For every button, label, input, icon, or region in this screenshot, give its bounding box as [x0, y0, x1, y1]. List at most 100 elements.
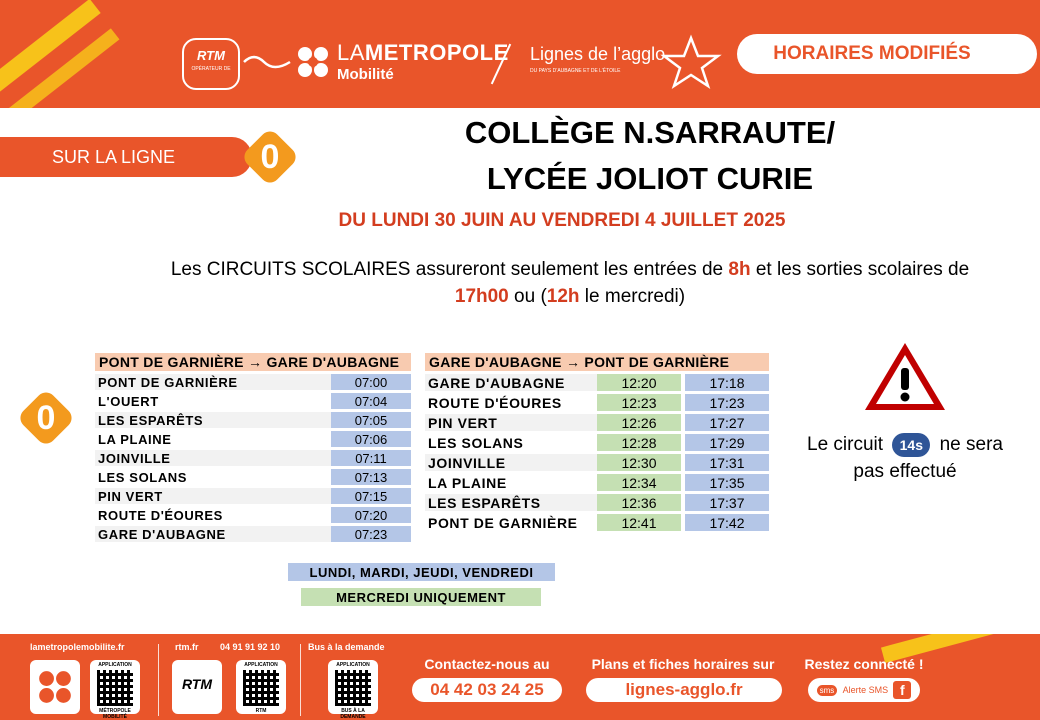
table-row: ROUTE D'ÉOURES 07:20: [95, 507, 411, 523]
rtm-logo-text: RTM: [197, 48, 225, 63]
departure-time: 07:06: [331, 431, 411, 447]
table-row: LES ESPARÊTS 12:36 17:37: [425, 494, 769, 511]
metropole-logo: LAMETROPOLE Mobilité: [295, 42, 509, 82]
stop-name: PIN VERT: [95, 488, 331, 504]
stop-name: ROUTE D'ÉOURES: [425, 394, 597, 411]
cell-gap: [681, 474, 685, 491]
qr-code-icon: [335, 670, 371, 706]
table-row: LES SOLANS 12:28 17:29: [425, 434, 769, 451]
cell-gap: [681, 494, 685, 511]
stop-name: LES ESPARÊTS: [425, 494, 597, 511]
cancellation-notice: Le circuit 14s ne sera pas effectué: [800, 432, 1010, 485]
line-banner: SUR LA LIGNE: [0, 137, 252, 177]
departure-time: 07:23: [331, 526, 411, 542]
stop-name: L'OUERT: [95, 393, 331, 409]
app-caption: APPLICATION: [98, 662, 132, 668]
return-header: GARE D'AUBAGNE → PONT DE GARNIÈRE: [425, 353, 769, 371]
footer-site-link[interactable]: rtm.fr: [175, 642, 199, 652]
weekday-time: 17:29: [685, 434, 769, 451]
departure-time: 07:15: [331, 488, 411, 504]
stop-name: GARE D'AUBAGNE: [425, 374, 597, 391]
rtm-app-logo: RTM: [172, 660, 222, 714]
table-row: GARE D'AUBAGNE 07:23: [95, 526, 411, 542]
stop-name: LA PLAINE: [95, 431, 331, 447]
notice-part: ou (: [508, 285, 547, 307]
weekday-time: 17:31: [685, 454, 769, 471]
metropole-subtitle: Mobilité: [337, 66, 394, 83]
departure-time: 07:04: [331, 393, 411, 409]
agglo-logo: Lignes de l’agglo DU PAYS D’AUBAGNE ET D…: [530, 44, 665, 74]
wave-icon: [243, 55, 291, 69]
metropole-app-logo: [30, 660, 80, 714]
star-icon: [660, 34, 722, 89]
table-row: PONT DE GARNIÈRE 07:00: [95, 374, 411, 390]
sms-icon: sms: [816, 684, 838, 696]
cell-gap: [681, 374, 685, 391]
page-title-line2: LYCÉE JOLIOT CURIE: [486, 161, 814, 196]
qr-code-rtm[interactable]: APPLICATION RTM: [236, 660, 286, 714]
metropole-mark-icon: [39, 671, 71, 703]
warning-icon: [865, 343, 945, 410]
wednesday-time: 12:34: [597, 474, 681, 491]
cancellation-prefix: Le circuit: [807, 434, 884, 455]
qr-code-icon: [243, 670, 279, 706]
modified-schedule-badge: HORAIRES MODIFIÉS: [737, 34, 1037, 74]
weekday-time: 17:37: [685, 494, 769, 511]
weekday-time: 17:27: [685, 414, 769, 431]
contact-phone-button[interactable]: 04 42 03 24 25: [412, 678, 562, 702]
footer-phone-small: 04 91 91 92 10: [220, 642, 281, 652]
metropole-mark-icon: [298, 47, 328, 77]
line-number: 0: [260, 137, 280, 176]
table-row: GARE D'AUBAGNE 12:20 17:18: [425, 374, 769, 391]
date-range: DU LUNDI 30 JUIN AU VENDREDI 4 JUILLET 2…: [338, 210, 786, 231]
table-row: LES SOLANS 07:13: [95, 469, 411, 485]
stop-name: ROUTE D'ÉOURES: [95, 507, 331, 523]
table-row: PIN VERT 07:15: [95, 488, 411, 504]
footer-divider: [300, 644, 301, 716]
return-timetable: GARE D'AUBAGNE → PONT DE GARNIÈRE GARE D…: [425, 350, 769, 534]
plans-site-link[interactable]: lignes-agglo.fr: [586, 678, 782, 702]
stop-name: PONT DE GARNIÈRE: [425, 514, 597, 531]
rtm-footer-logo: RTM: [181, 676, 213, 692]
footer-site-link[interactable]: lametropolemobilite.fr: [30, 642, 125, 652]
stop-name: LES SOLANS: [425, 434, 597, 451]
page-title-line1: COLLÈGE N.SARRAUTE/: [464, 115, 836, 150]
wednesday-time: 12:23: [597, 394, 681, 411]
notice-part: Les CIRCUITS SCOLAIRES assureront seulem…: [170, 259, 729, 280]
qr-code-metropole[interactable]: APPLICATION MÉTROPOLE MOBILITÉ: [90, 660, 140, 720]
table-row: ROUTE D'ÉOURES 12:23 17:23: [425, 394, 769, 411]
table-row: PONT DE GARNIÈRE 12:41 17:42: [425, 514, 769, 531]
table-row: L'OUERT 07:04: [95, 393, 411, 409]
table-row: JOINVILLE 12:30 17:31: [425, 454, 769, 471]
stop-name: JOINVILLE: [425, 454, 597, 471]
metropole-title-light: LA: [337, 40, 365, 65]
table-row: LA PLAINE 12:34 17:35: [425, 474, 769, 491]
stop-name: PIN VERT: [425, 414, 597, 431]
footer: lametropolemobilite.fr APPLICATION MÉTRO…: [0, 634, 1040, 720]
app-caption-sub: RTM: [255, 708, 267, 714]
wednesday-time: 12:36: [597, 494, 681, 511]
table-row: LA PLAINE 07:06: [95, 431, 411, 447]
departure-time: 07:05: [331, 412, 411, 428]
departure-time: 07:13: [331, 469, 411, 485]
stop-name: LA PLAINE: [425, 474, 597, 491]
departure-time: 07:20: [331, 507, 411, 523]
stop-name: LES ESPARÊTS: [95, 412, 331, 428]
cell-gap: [681, 434, 685, 451]
sms-alert-label: Alerte SMS: [842, 685, 889, 695]
facebook-icon[interactable]: f: [893, 681, 912, 699]
cell-gap: [681, 454, 685, 471]
notice-highlight: 8h: [728, 259, 751, 280]
qr-code-on-demand[interactable]: APPLICATION BUS À LA DEMANDE: [328, 660, 378, 720]
sms-alert-button[interactable]: sms Alerte SMS f: [808, 678, 920, 702]
wednesday-time: 12:26: [597, 414, 681, 431]
connect-label: Restez connecté !: [804, 656, 924, 672]
departure-time: 07:00: [331, 374, 411, 390]
line-banner-label: SUR LA LIGNE: [52, 146, 176, 167]
line-number-icon: 0: [240, 127, 300, 187]
line-number: 0: [36, 398, 56, 437]
app-caption-sub: BUS À LA DEMANDE: [340, 708, 366, 720]
qr-code-icon: [97, 670, 133, 706]
notice-highlight: 12h: [546, 285, 580, 307]
circuit-badge: 14s: [892, 432, 931, 457]
